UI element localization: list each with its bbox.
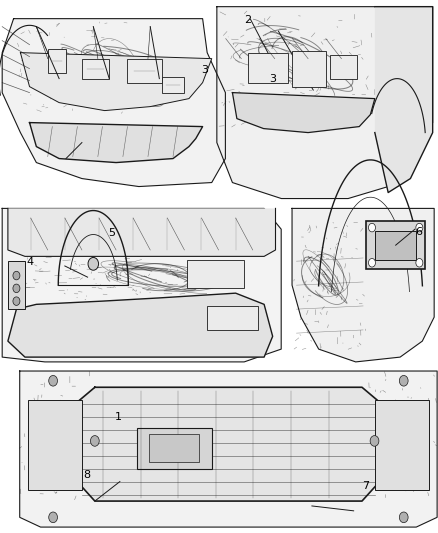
Bar [374,400,429,490]
Polygon shape [2,208,281,362]
Bar [149,434,199,462]
Circle shape [399,512,408,523]
Text: 1: 1 [115,412,122,422]
Circle shape [416,223,423,232]
Text: 8: 8 [83,471,90,480]
Bar [293,51,326,87]
Bar [207,306,258,330]
Bar [8,261,25,309]
Bar [127,59,162,83]
Bar [82,59,109,78]
Polygon shape [20,371,437,527]
Bar [215,3,437,203]
Circle shape [49,512,57,523]
Circle shape [13,284,20,293]
Polygon shape [8,208,276,256]
Circle shape [91,435,99,446]
Polygon shape [292,208,434,362]
Bar [28,400,82,490]
Polygon shape [217,7,433,199]
Circle shape [49,375,57,386]
Bar [20,368,437,530]
Bar [137,428,212,469]
Bar [366,221,425,269]
Circle shape [368,259,375,267]
Polygon shape [61,387,396,501]
Bar [2,205,287,365]
Text: 3: 3 [269,74,276,84]
Circle shape [370,435,379,446]
Polygon shape [8,293,272,357]
Circle shape [13,271,20,280]
Bar [162,77,184,93]
Circle shape [88,257,99,270]
Text: 5: 5 [108,229,115,238]
Text: 2: 2 [244,15,251,25]
Polygon shape [233,93,375,133]
Bar [330,55,357,78]
Polygon shape [21,53,212,111]
Circle shape [368,223,375,232]
Text: 7: 7 [362,481,369,491]
Circle shape [399,375,408,386]
Bar [289,205,437,365]
Bar [48,49,66,72]
Text: 6: 6 [415,227,422,237]
Circle shape [13,297,20,305]
Polygon shape [2,19,226,187]
Polygon shape [29,123,203,163]
Circle shape [416,259,423,267]
Text: 3: 3 [201,66,208,75]
Bar [2,3,230,203]
Bar [187,260,244,288]
Bar [248,53,288,83]
Bar [375,231,417,260]
Text: 4: 4 [26,257,33,267]
Polygon shape [375,7,433,192]
